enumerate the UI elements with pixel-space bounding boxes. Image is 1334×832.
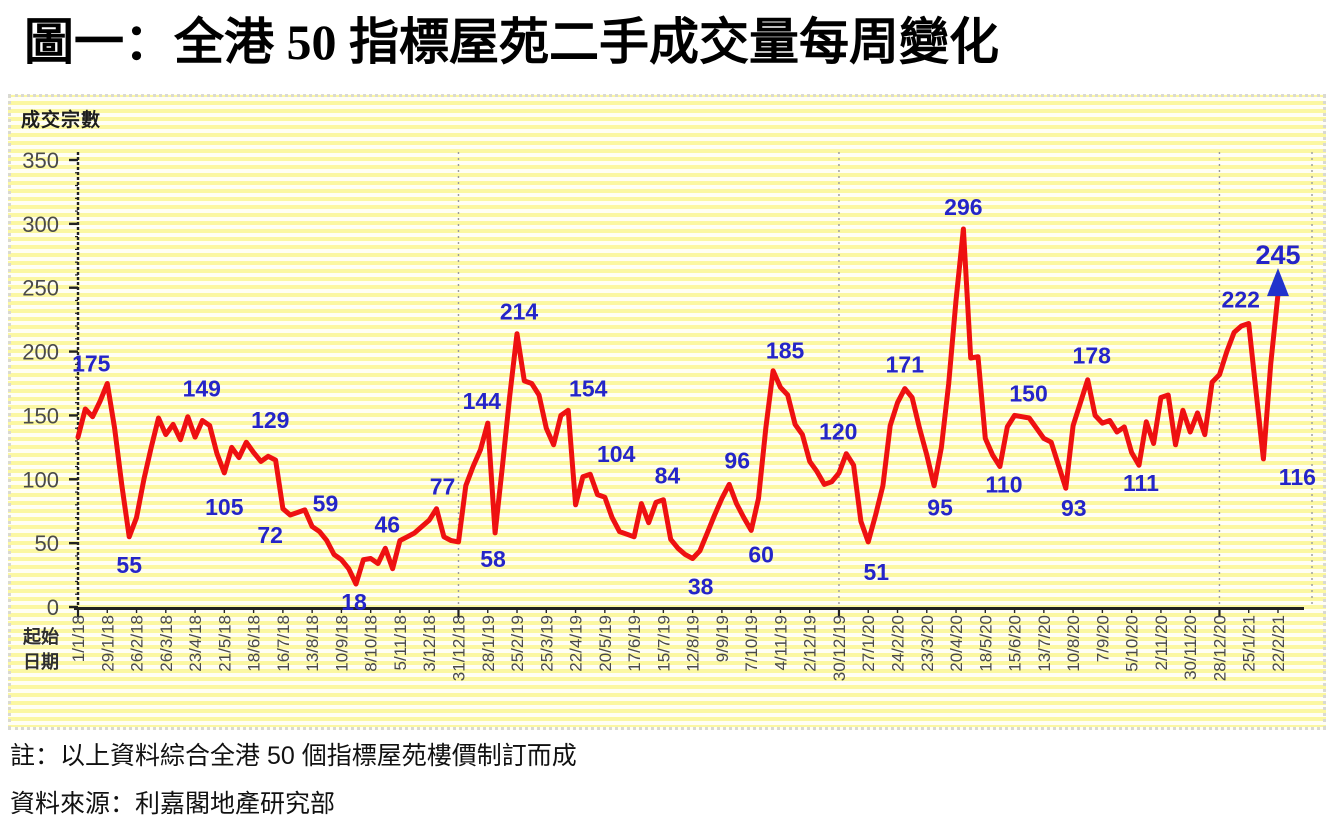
data-point-label: 149 [183,376,221,402]
data-point-label: 154 [569,375,608,401]
data-point-label: 46 [375,511,401,537]
x-tick-label: 25/1/21 [1240,615,1259,672]
y-tick-label: 150 [22,403,59,428]
data-point-label: 51 [863,559,889,585]
y-tick-label: 250 [22,276,59,301]
y-axis-title: 成交宗數 [21,110,102,131]
x-tick-label: 24/2/20 [889,615,908,672]
x-tick-label: 3/12/18 [420,615,439,672]
y-tick-label: 0 [47,595,59,620]
data-point-label: 38 [688,573,714,599]
x-tick-label: 7/10/19 [742,615,761,672]
data-point-label: 72 [257,522,283,548]
y-tick-label: 350 [22,148,59,173]
x-tick-label: 25/2/19 [508,615,527,672]
x-tick-label: 2/12/19 [801,615,820,672]
data-point-label: 150 [1009,380,1047,406]
x-tick-label: 31/12/18 [449,615,468,681]
page-title: 圖一：全港 50 指標屋苑二手成交量每周變化 [24,14,999,70]
data-point-label: 296 [944,194,982,220]
x-tick-label: 23/4/18 [186,615,205,672]
x-tick-label: 22/4/19 [567,615,586,672]
data-point-label: 175 [72,351,111,377]
data-point-label: 214 [500,299,539,325]
x-axis-title: 起始 日期 [23,625,59,675]
x-tick-label: 18/5/20 [976,615,995,672]
y-tick-label: 100 [22,467,59,492]
data-point-label: 144 [463,388,502,414]
x-axis-title-line1: 起始 [23,627,59,647]
footnote-source-note: 註：以上資料綜合全港 50 個指標屋苑樓價制訂而成 [10,742,577,770]
data-point-label: 93 [1061,495,1087,521]
x-tick-label: 15/7/19 [654,615,673,672]
x-tick-label: 12/8/19 [684,615,703,672]
x-tick-label: 26/3/18 [157,615,176,672]
x-tick-label: 13/8/18 [303,615,322,672]
x-tick-label: 1/1/18 [69,615,88,662]
x-tick-label: 27/1/20 [859,615,878,672]
x-tick-label: 10/8/20 [1064,615,1083,672]
x-tick-label: 4/11/19 [771,615,790,670]
data-point-label: 120 [819,419,857,445]
x-tick-label: 10/9/18 [332,615,351,672]
data-point-label: 110 [985,472,1022,498]
x-tick-label: 22/2/21 [1269,615,1288,672]
data-point-label: 95 [927,495,953,521]
x-tick-label: 15/6/20 [1006,615,1025,672]
x-tick-label: 8/10/18 [362,615,381,672]
x-tick-label: 21/5/18 [215,615,234,672]
x-tick-label: 20/4/20 [947,615,966,672]
footnote-data-source: 資料來源：利嘉閣地產研究部 [10,790,336,818]
data-point-label: 59 [313,491,339,517]
x-tick-label: 7/9/20 [1093,615,1112,662]
footnotes: 註：以上資料綜合全港 50 個指標屋苑樓價制訂而成 資料來源：利嘉閣地產研究部 [10,736,577,832]
data-point-label: 55 [116,552,142,578]
x-tick-label: 26/2/18 [128,615,147,672]
x-tick-label: 29/1/18 [98,615,117,672]
data-point-label: 77 [430,474,456,500]
x-tick-label: 13/7/20 [1035,615,1054,672]
chart-svg: 0 50 100 150 200 250 300 350 1/1/18 29/1/18 26/2/1… [22,148,1316,681]
x-tick-label: 17/6/19 [625,615,644,672]
y-tick-label: 300 [22,212,59,237]
data-point-label: 58 [480,546,506,572]
latest-point-up-triangle-marker [1266,268,1289,297]
data-point-label: 60 [748,541,774,567]
x-tick-label: 20/5/19 [596,615,615,672]
x-tick-label: 5/10/20 [1123,615,1142,672]
x-tick-label: 28/12/20 [1210,615,1229,681]
x-tick-label: 16/7/18 [274,615,293,672]
y-tick-label: 200 [22,340,59,365]
data-point-label: 245 [1255,240,1300,270]
data-point-label: 222 [1222,286,1260,312]
data-point-label: 178 [1073,343,1112,369]
x-tick-label: 30/11/20 [1181,615,1200,680]
data-point-label: 96 [724,447,750,473]
data-point-label: 18 [341,589,367,615]
data-point-label: 105 [205,494,244,520]
y-tick-label: 50 [35,531,59,556]
x-axis-title-line2: 日期 [23,652,59,672]
x-tick-label: 23/3/20 [918,615,937,672]
x-tick-label: 30/12/19 [830,615,849,681]
x-tick-label: 25/3/19 [537,615,556,672]
x-tick-label: 28/1/19 [479,615,498,672]
data-point-label: 104 [597,441,636,467]
data-point-label: 111 [1123,470,1159,496]
data-point-label: 129 [251,407,289,433]
data-point-label: 185 [766,338,805,364]
x-tick-label: 18/6/18 [245,615,264,672]
data-point-label: 171 [886,352,925,378]
x-tick-label: 9/9/19 [713,615,732,662]
chart-panel: 成交宗數 0 50 100 150 200 250 300 350 1/1/18 29/1/18 2… [8,94,1326,730]
x-tick-label: 5/11/18 [391,615,410,670]
data-line-series [75,226,1281,587]
data-point-label: 84 [655,463,681,489]
x-tick-label: 2/11/20 [1152,615,1171,670]
data-point-label: 116 [1279,464,1316,490]
